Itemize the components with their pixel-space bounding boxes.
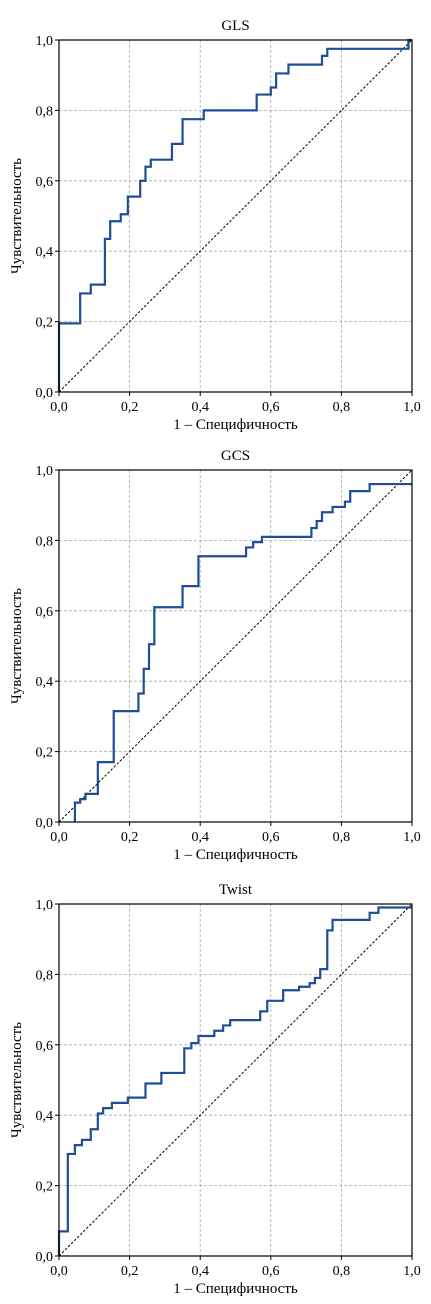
x-tick-label: 0,0 xyxy=(50,400,68,415)
y-axis-title: Чувствительность xyxy=(9,158,25,274)
y-tick-label: 0,0 xyxy=(36,1250,54,1265)
chart-title: Twist xyxy=(219,882,253,898)
reference-diagonal-line xyxy=(58,39,413,393)
x-tick-label: 0,6 xyxy=(262,1264,280,1279)
x-tick-label: 0,2 xyxy=(121,830,139,845)
y-tick-label: 0,2 xyxy=(36,1180,54,1195)
x-tick-label: 0,2 xyxy=(121,1264,139,1279)
x-axis-title: 1 – Специфичность xyxy=(173,847,298,863)
y-tick-label: 1,0 xyxy=(36,34,54,49)
x-tick-label: 0,8 xyxy=(333,400,351,415)
reference-diagonal-line xyxy=(58,903,413,1257)
y-tick-label: 0,4 xyxy=(36,1109,54,1124)
roc-curve-series xyxy=(57,906,412,1256)
x-tick-label: 0,4 xyxy=(191,830,209,845)
y-tick-label: 0,8 xyxy=(36,968,54,983)
y-tick-label: 0,4 xyxy=(36,675,54,690)
chart-panel-1: 0,0 0,2 0,4 0,6 0,8 1,0 0,0 0,2 0,4 0,6 0,8 1,0 GLS 1… xyxy=(9,18,421,433)
y-tick-label: 0,4 xyxy=(36,245,54,260)
y-tick-label: 0,6 xyxy=(36,175,54,190)
y-tick-label: 0,0 xyxy=(36,386,54,401)
chart-panel-3: 0,0 0,2 0,4 0,6 0,8 1,0 0,0 0,2 0,4 0,6 0,8 1,0 Twis… xyxy=(9,882,421,1297)
x-tick-label: 0,8 xyxy=(333,1264,351,1279)
y-tick-label: 0,0 xyxy=(36,816,54,831)
y-tick-label: 1,0 xyxy=(36,464,54,479)
y-tick-label: 0,6 xyxy=(36,1039,54,1054)
y-tick-label: 0,8 xyxy=(36,534,54,549)
y-tick-label: 0,6 xyxy=(36,605,54,620)
x-tick-label: 0,6 xyxy=(262,400,280,415)
y-tick-label: 1,0 xyxy=(36,898,54,913)
roc-curve-series xyxy=(57,38,412,392)
y-tick-label: 0,2 xyxy=(36,316,54,331)
x-tick-label: 0,0 xyxy=(50,1264,68,1279)
chart-panel-2: 0,0 0,2 0,4 0,6 0,8 1,0 0,0 0,2 0,4 0,6 0,8 1,0 GCS 1… xyxy=(9,448,421,863)
reference-diagonal-line xyxy=(58,469,413,823)
x-axis-title: 1 – Специфичность xyxy=(173,417,298,433)
x-tick-label: 1,0 xyxy=(403,830,421,845)
x-tick-label: 1,0 xyxy=(403,1264,421,1279)
y-tick-label: 0,8 xyxy=(36,104,54,119)
x-tick-label: 0,0 xyxy=(50,830,68,845)
roc-curve-series xyxy=(73,482,412,822)
plot-frame xyxy=(58,903,413,1257)
y-tick-label: 0,2 xyxy=(36,746,54,761)
x-tick-label: 0,4 xyxy=(191,1264,209,1279)
plot-frame xyxy=(58,469,413,823)
chart-title: GLS xyxy=(221,18,249,34)
chart-title: GCS xyxy=(221,448,250,464)
x-axis-title: 1 – Специфичность xyxy=(173,1281,298,1297)
plot-frame xyxy=(58,39,413,393)
x-tick-label: 0,8 xyxy=(333,830,351,845)
x-tick-label: 0,4 xyxy=(191,400,209,415)
x-tick-label: 0,2 xyxy=(121,400,139,415)
x-tick-label: 0,6 xyxy=(262,830,280,845)
y-axis-title: Чувствительность xyxy=(9,1022,25,1138)
y-axis-title: Чувствительность xyxy=(9,588,25,704)
x-tick-label: 1,0 xyxy=(403,400,421,415)
